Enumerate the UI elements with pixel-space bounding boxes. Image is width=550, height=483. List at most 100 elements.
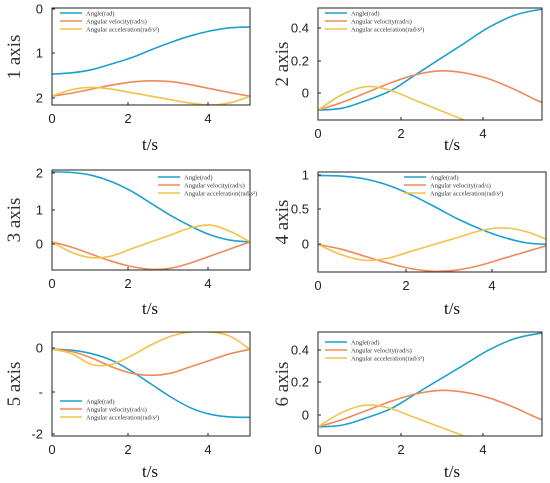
x-tick-label: 2 (397, 442, 404, 457)
legend-entry: Angular velocity(rad/s) (430, 182, 491, 189)
legend-entry: Angular velocity(rad/s) (86, 18, 147, 25)
legend-entry: Angle(rad) (351, 339, 380, 346)
legend: Angle(rad)Angular velocity(rad/s)Angular… (325, 10, 424, 33)
plot-area (318, 332, 542, 436)
legend: Angle(rad)Angular velocity(rad/s)Angular… (325, 339, 424, 362)
legend-entry: Angular acceleration(rad/s²) (430, 190, 503, 197)
series-line-2 (52, 241, 250, 270)
legend-entry: Angle(rad) (184, 174, 213, 181)
series-line-3 (318, 227, 546, 262)
chart-panel-4: 0 0.5 1 0 2 4 t/s 4 axis Angle(rad)Angular veloc… (272, 168, 547, 318)
series-line-2 (318, 70, 542, 111)
x-tick-label: 2 (124, 276, 131, 291)
series-line-1 (318, 332, 542, 428)
x-tick-label: 4 (204, 111, 211, 126)
y-tick-label: 0.2 (291, 375, 309, 390)
x-tick-label: 0 (48, 111, 55, 126)
series-line-2 (318, 389, 542, 428)
x-tick-label: 2 (124, 442, 131, 457)
x-tick-label: 2 (402, 278, 409, 293)
y-axis-label: 6 axis (272, 362, 293, 407)
legend-entry: Angular velocity(rad/s) (351, 347, 412, 354)
y-axis-label: 5 axis (4, 362, 25, 407)
series-line-1 (318, 174, 546, 246)
plot-area (318, 8, 542, 120)
series-line-2 (52, 79, 250, 97)
axes-frame (51, 169, 251, 271)
x-tick-label: 4 (479, 442, 486, 457)
y-tick-label: 0 (302, 237, 309, 252)
y-tick-label: 0 (36, 2, 43, 17)
y-tick-label: 2 (36, 91, 43, 106)
y-tick-label: 0 (302, 408, 309, 423)
x-axis-label: t/s (142, 299, 158, 318)
x-tick-label: 2 (124, 111, 131, 126)
plot-area (52, 171, 250, 270)
legend-entry: Angular velocity(rad/s) (86, 406, 147, 413)
legend-entry: Angle(rad) (351, 10, 380, 17)
chart-panel-3: 0 1 2 0 2 4 t/s 3 axis Angle(rad)Angular velocit… (4, 166, 257, 319)
series-line-1 (52, 26, 250, 75)
y-tick-label: 0 (36, 237, 43, 252)
y-axis-label: 2 axis (272, 42, 293, 87)
y-tick-label: 0 (302, 86, 309, 101)
y-tick-label: 0.4 (291, 21, 309, 36)
legend-entry: Angular acceleration(rad/s²) (86, 26, 159, 33)
x-axis-label: t/s (444, 299, 460, 318)
legend: Angle(rad)Angular velocity(rad/s)Angular… (404, 174, 503, 197)
series-line-1 (52, 171, 250, 243)
series-line-3 (52, 224, 250, 259)
plot-area (52, 26, 250, 105)
plot-area (318, 174, 546, 272)
series-line-3 (52, 332, 250, 367)
x-tick-label: 4 (204, 442, 211, 457)
legend: Angle(rad)Angular velocity(rad/s)Angular… (158, 174, 257, 197)
x-tick-label: 2 (397, 126, 404, 141)
axes-frame (317, 331, 543, 437)
legend: Angle(rad)Angular velocity(rad/s)Angular… (60, 398, 159, 421)
y-tick-label: -2 (31, 427, 43, 442)
x-tick-label: 0 (48, 442, 55, 457)
y-tick-label: 1 (36, 46, 43, 61)
y-tick-label: 1 (302, 168, 309, 183)
axes-frame (51, 331, 251, 437)
legend-entry: Angular acceleration(rad/s²) (351, 26, 424, 33)
series-line-2 (318, 243, 546, 272)
y-tick-label: 2 (36, 166, 43, 181)
axes-frame (317, 7, 543, 121)
x-tick-label: 0 (48, 276, 55, 291)
y-tick-label: 0.2 (291, 54, 309, 69)
series-line-3 (318, 404, 467, 436)
legend-entry: Angular acceleration(rad/s²) (86, 414, 159, 421)
y-tick-label: 0 (36, 341, 43, 356)
chart-panel-5: 0 - -2 0 2 4 t/s 5 axis Angle(rad)Angular veloci… (4, 331, 251, 481)
x-axis-label: t/s (444, 135, 460, 154)
legend-entry: Angular velocity(rad/s) (351, 18, 412, 25)
y-axis-label: 1 axis (4, 35, 25, 80)
x-axis-label: t/s (142, 462, 158, 481)
x-tick-label: 0 (314, 278, 321, 293)
legend-entry: Angular velocity(rad/s) (184, 182, 245, 189)
chart-panel-2: 0 0.2 0.4 0 2 4 t/s 2 axis Angle(rad)Angular vel… (272, 7, 543, 154)
plot-area (52, 332, 250, 419)
series-line-1 (318, 8, 542, 111)
x-tick-label: 0 (314, 442, 321, 457)
x-tick-label: 4 (204, 276, 211, 291)
legend-entry: Angle(rad) (86, 10, 115, 17)
series-line-2 (52, 348, 250, 377)
y-axis-label: 4 axis (272, 200, 293, 245)
x-axis-label: t/s (444, 462, 460, 481)
series-line-3 (318, 85, 467, 120)
legend-entry: Angular acceleration(rad/s²) (351, 355, 424, 362)
y-tick-label: - (39, 385, 43, 400)
axes-frame (51, 7, 251, 106)
legend-entry: Angular acceleration(rad/s²) (184, 190, 257, 197)
y-tick-label: 0.5 (291, 202, 309, 217)
x-tick-label: 0 (314, 126, 321, 141)
legend-entry: Angle(rad) (430, 174, 459, 181)
y-axis-label: 3 axis (4, 198, 25, 243)
x-tick-label: 4 (479, 126, 486, 141)
x-tick-label: 4 (488, 278, 495, 293)
